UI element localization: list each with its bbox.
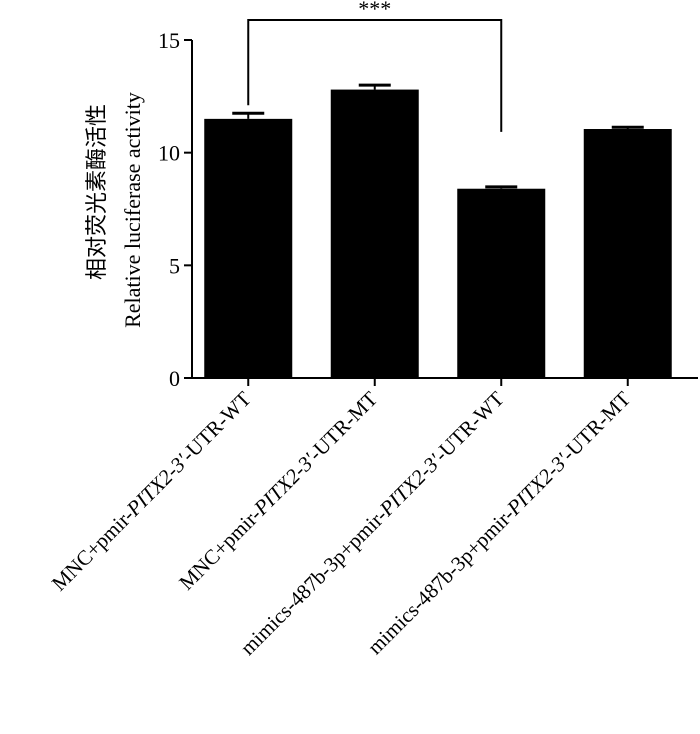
y-tick-label: 15 [158,28,180,53]
category-label-gene: PITX2-3′ [501,448,573,520]
bar [583,129,672,378]
y-tick-label: 5 [169,253,180,278]
y-axis-label-english: Relative luciferase activity [120,92,145,328]
significance-bracket: *** [247,0,503,132]
category-label-prefix: MNC+pmir- [174,503,266,595]
category-labels: MNC+pmir-PITX2-3′-UTR-WTMNC+pmir-PITX2-3… [47,386,636,659]
category-label-gene: PITX2-3′ [248,448,320,520]
category-label: MNC+pmir-PITX2-3′-UTR-WT [47,386,256,595]
category-label-prefix: MNC+pmir- [47,504,139,596]
category-label: mimics-487b-3p+pmir-PITX2-3′-UTR-MT [363,386,636,659]
category-label-suffix: -UTR-WT [176,386,256,466]
category-label: MNC+pmir-PITX2-3′-UTR-MT [174,386,382,594]
y-tick-label: 10 [158,141,180,166]
bar [330,89,419,378]
significance-label: *** [358,0,391,21]
y-axis-title: 相对荧光素酶活性 Relative luciferase activity [84,92,145,328]
category-label-suffix: -UTR-MT [303,386,382,465]
category-label-prefix: mimics-487b-3p+pmir- [363,503,519,659]
category-label-suffix: -UTR-MT [556,386,635,465]
x-axis [192,377,698,386]
bars [204,83,672,378]
bar [204,118,293,378]
bracket-line [247,19,503,132]
bar [457,188,546,378]
y-axis: 0 5 10 15 [158,28,193,391]
category-label: mimics-487b-3p+pmir-PITX2-3′-UTR-WT [236,386,509,659]
category-label-suffix: -UTR-WT [429,386,509,466]
y-axis-label-chinese: 相对荧光素酶活性 [84,104,109,280]
category-label-gene: PITX2-3′ [121,449,193,521]
y-tick-label: 0 [169,366,180,391]
category-label-gene: PITX2-3′ [374,449,446,521]
